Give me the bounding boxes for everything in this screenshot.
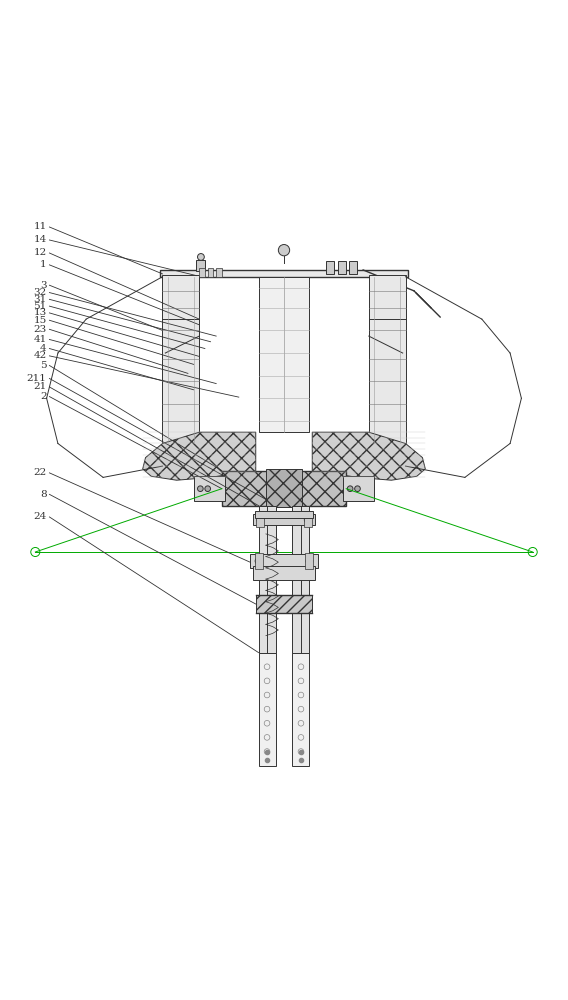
Bar (162, 275, 199, 443)
Text: 13: 13 (34, 308, 47, 317)
Bar (208, 268, 214, 277)
Polygon shape (143, 432, 256, 480)
Bar (338, 261, 345, 274)
Circle shape (278, 245, 290, 256)
Text: 12: 12 (34, 248, 47, 257)
Circle shape (198, 486, 203, 492)
Circle shape (306, 558, 313, 564)
Text: 2: 2 (40, 392, 47, 401)
Bar (256, 513, 264, 527)
Text: 4: 4 (40, 344, 47, 353)
Bar (256, 595, 312, 613)
Bar (258, 506, 275, 653)
Polygon shape (312, 432, 425, 480)
Bar (194, 476, 225, 501)
Bar (253, 514, 315, 525)
Text: 8: 8 (40, 490, 47, 499)
Circle shape (347, 486, 353, 492)
Bar (197, 260, 206, 271)
Circle shape (354, 486, 360, 492)
Bar (327, 261, 335, 274)
Bar (293, 653, 310, 766)
Bar (304, 513, 312, 527)
Bar (266, 469, 302, 507)
Bar (258, 653, 275, 766)
Bar (369, 275, 406, 443)
Bar (254, 511, 314, 518)
Text: 5: 5 (40, 361, 47, 370)
Circle shape (198, 254, 204, 260)
Text: 23: 23 (34, 325, 47, 334)
Text: 21: 21 (34, 382, 47, 391)
Text: 3: 3 (40, 281, 47, 290)
Text: 14: 14 (34, 235, 47, 244)
Text: 22: 22 (34, 468, 47, 477)
Bar (306, 553, 314, 569)
Text: 1: 1 (40, 260, 47, 269)
Text: 51: 51 (34, 302, 47, 311)
Bar (293, 506, 310, 653)
Bar (343, 476, 374, 501)
Circle shape (255, 558, 262, 564)
Bar (160, 270, 408, 277)
Text: 211: 211 (27, 374, 47, 383)
Bar (216, 268, 222, 277)
Bar (258, 277, 310, 432)
Circle shape (205, 486, 211, 492)
Text: 41: 41 (34, 335, 47, 344)
Bar (349, 261, 357, 274)
Bar (250, 554, 318, 568)
Bar (253, 566, 315, 580)
Text: 15: 15 (34, 316, 47, 325)
Text: 31: 31 (34, 295, 47, 304)
Text: 42: 42 (34, 351, 47, 360)
Text: 11: 11 (34, 222, 47, 231)
Text: 24: 24 (34, 512, 47, 521)
Bar (254, 553, 262, 569)
Text: 32: 32 (34, 288, 47, 297)
Bar (222, 471, 346, 506)
Bar (199, 268, 205, 277)
Circle shape (257, 516, 264, 523)
Circle shape (304, 516, 311, 523)
